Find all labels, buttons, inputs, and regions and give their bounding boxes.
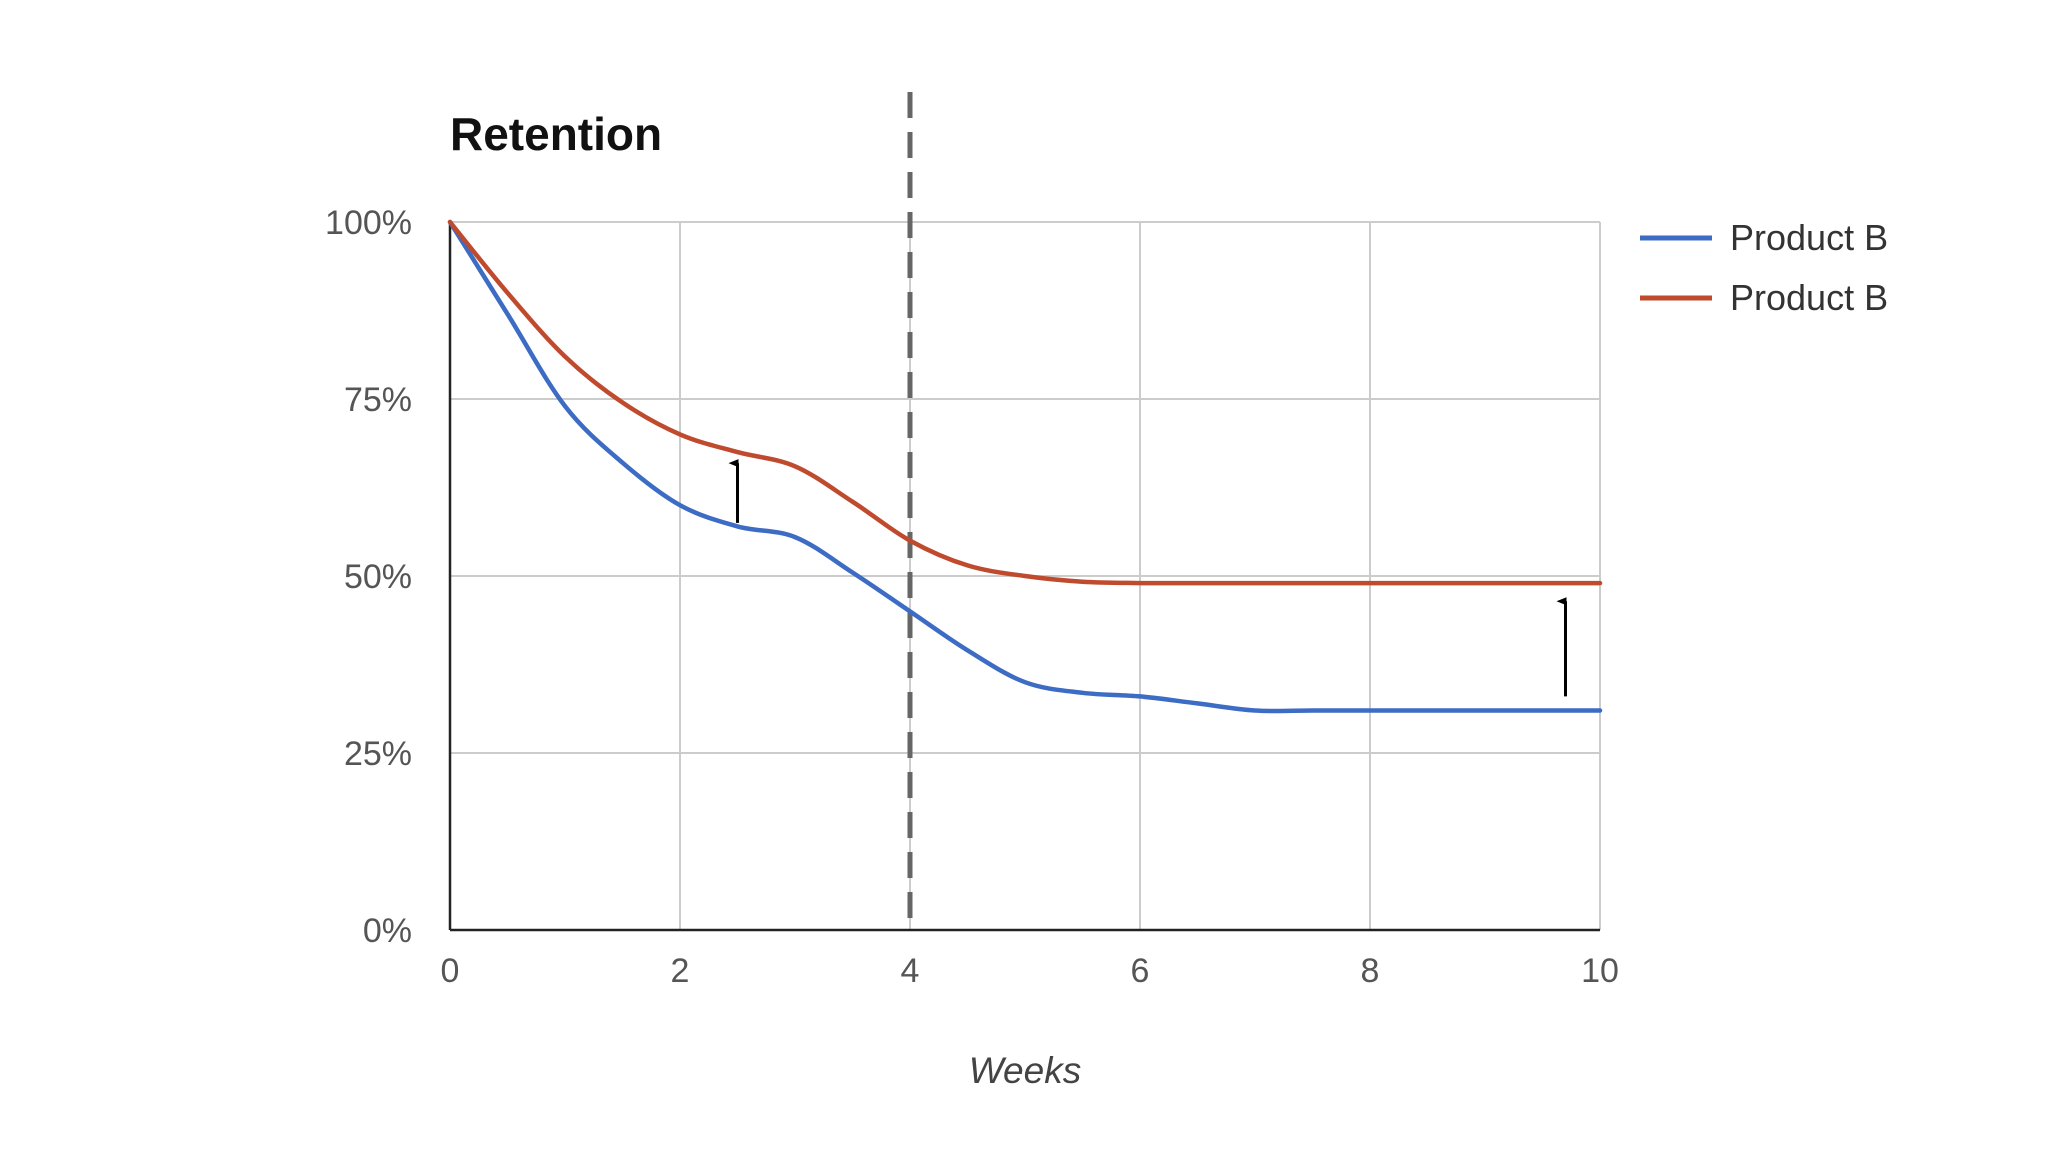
x-axis-label: Weeks: [969, 1050, 1081, 1091]
y-tick-label: 100%: [325, 204, 412, 242]
y-tick-label: 50%: [344, 558, 412, 596]
x-tick-label: 2: [671, 952, 690, 990]
y-tick-label: 75%: [344, 381, 412, 419]
series: [447, 219, 1603, 714]
x-tick-label: 4: [901, 952, 920, 990]
axes: 0% 25% 50% 75% 100% 0 2 4 6 8 10: [325, 204, 1619, 990]
chart-title: Retention: [450, 108, 662, 160]
y-tick-label: 0%: [363, 912, 412, 950]
legend-label-2: Product B: [1730, 277, 1888, 318]
annotations: [728, 459, 1567, 697]
legend: Product B Product B: [1640, 217, 1888, 318]
series-line-1: [447, 219, 1603, 714]
x-tick-label: 10: [1581, 952, 1619, 990]
x-tick-label: 6: [1131, 952, 1150, 990]
legend-label-1: Product B: [1730, 217, 1888, 258]
y-tick-label: 25%: [344, 735, 412, 773]
series-line-2: [447, 219, 1603, 586]
x-tick-label: 0: [441, 952, 460, 990]
x-tick-label: 8: [1361, 952, 1380, 990]
